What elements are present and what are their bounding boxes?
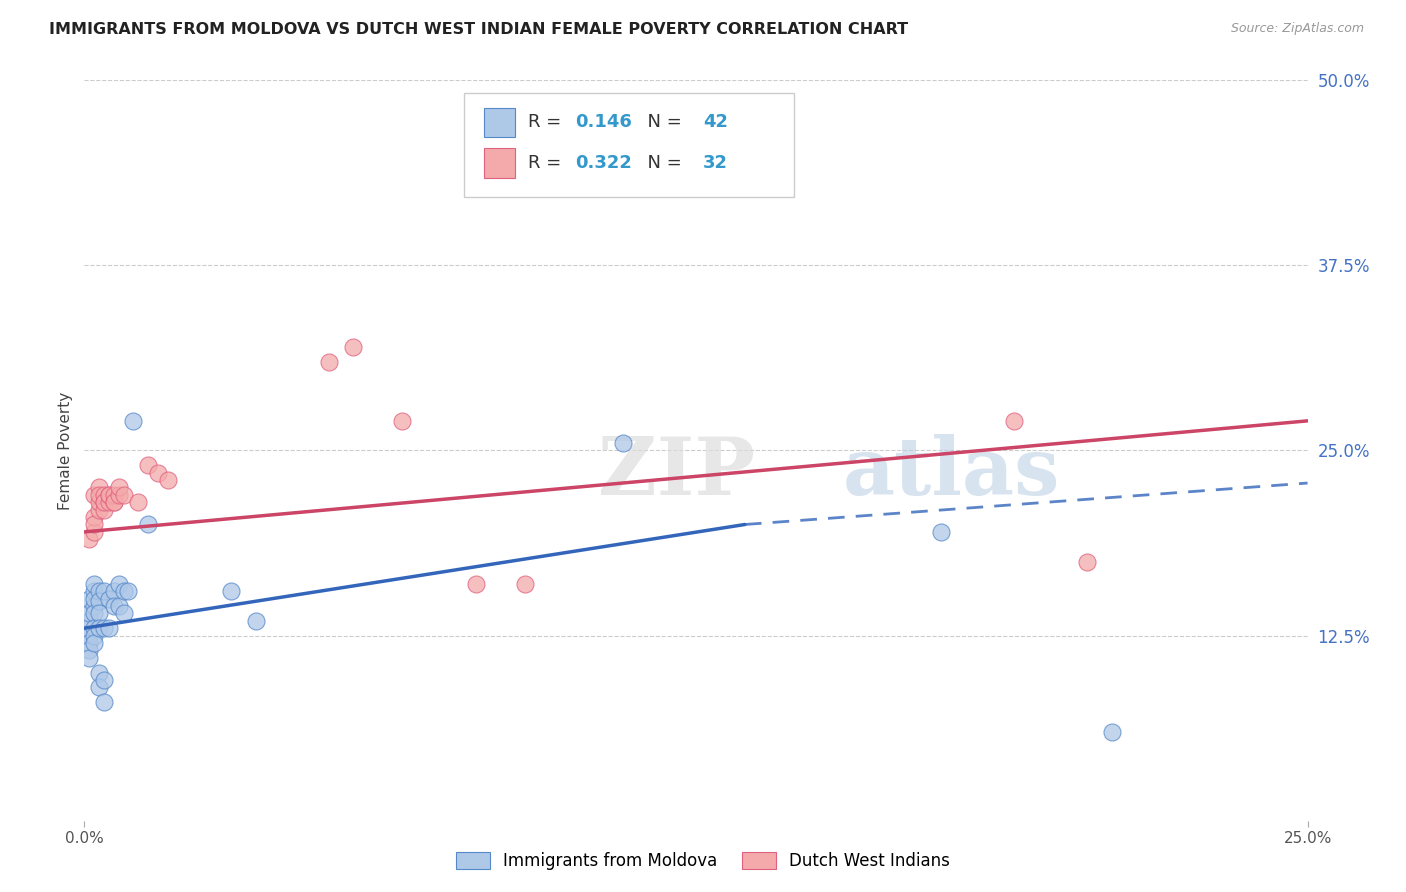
Point bbox=[83, 517, 105, 532]
Point bbox=[103, 584, 125, 599]
Point bbox=[93, 488, 115, 502]
Point bbox=[97, 488, 120, 502]
Text: 0.322: 0.322 bbox=[575, 154, 631, 172]
Text: IMMIGRANTS FROM MOLDOVA VS DUTCH WEST INDIAN FEMALE POVERTY CORRELATION CHART: IMMIGRANTS FROM MOLDOVA VS DUTCH WEST IN… bbox=[49, 22, 908, 37]
Point bbox=[93, 621, 115, 635]
Point bbox=[87, 480, 110, 494]
Point bbox=[103, 599, 125, 613]
Point bbox=[342, 340, 364, 354]
Point bbox=[77, 650, 100, 665]
Point bbox=[83, 488, 105, 502]
Point bbox=[112, 488, 135, 502]
Point bbox=[97, 621, 120, 635]
Text: Source: ZipAtlas.com: Source: ZipAtlas.com bbox=[1230, 22, 1364, 36]
Point bbox=[136, 517, 159, 532]
Point bbox=[77, 533, 100, 547]
Point bbox=[929, 524, 952, 539]
Point bbox=[83, 628, 105, 642]
Text: N =: N = bbox=[636, 154, 688, 172]
Point bbox=[107, 488, 129, 502]
Point bbox=[146, 466, 169, 480]
Point bbox=[77, 643, 100, 657]
Point bbox=[83, 584, 105, 599]
Point bbox=[97, 495, 120, 509]
Point bbox=[87, 621, 110, 635]
Point bbox=[83, 510, 105, 524]
Point bbox=[103, 495, 125, 509]
Point bbox=[127, 495, 149, 509]
Point bbox=[513, 576, 536, 591]
Text: atlas: atlas bbox=[842, 434, 1060, 512]
Point bbox=[77, 621, 100, 635]
Point bbox=[77, 614, 100, 628]
Text: ZIP: ZIP bbox=[598, 434, 755, 512]
Point bbox=[612, 436, 634, 450]
Point bbox=[93, 673, 115, 687]
Point bbox=[318, 354, 340, 368]
Point bbox=[122, 414, 145, 428]
Text: 42: 42 bbox=[703, 113, 728, 131]
Point bbox=[103, 495, 125, 509]
Text: R =: R = bbox=[529, 113, 568, 131]
Point bbox=[107, 576, 129, 591]
Point bbox=[83, 576, 105, 591]
Point bbox=[107, 480, 129, 494]
Point bbox=[87, 665, 110, 680]
FancyBboxPatch shape bbox=[464, 93, 794, 196]
Point bbox=[77, 628, 100, 642]
Point bbox=[103, 488, 125, 502]
Point bbox=[97, 488, 120, 502]
FancyBboxPatch shape bbox=[484, 108, 515, 137]
Point bbox=[1076, 555, 1098, 569]
Point bbox=[87, 607, 110, 621]
Text: 32: 32 bbox=[703, 154, 728, 172]
Point bbox=[87, 681, 110, 695]
Point bbox=[1101, 724, 1123, 739]
Point bbox=[77, 607, 100, 621]
Text: N =: N = bbox=[636, 113, 688, 131]
Point bbox=[93, 495, 115, 509]
Point bbox=[77, 591, 100, 606]
FancyBboxPatch shape bbox=[484, 148, 515, 178]
Text: R =: R = bbox=[529, 154, 568, 172]
Point bbox=[87, 584, 110, 599]
Point bbox=[245, 614, 267, 628]
Point bbox=[87, 594, 110, 608]
Point bbox=[391, 414, 413, 428]
Point bbox=[93, 502, 115, 516]
Point bbox=[93, 584, 115, 599]
Point bbox=[87, 488, 110, 502]
Point bbox=[83, 524, 105, 539]
Y-axis label: Female Poverty: Female Poverty bbox=[58, 392, 73, 509]
Point bbox=[83, 621, 105, 635]
Point bbox=[464, 576, 486, 591]
Point bbox=[107, 599, 129, 613]
Legend: Immigrants from Moldova, Dutch West Indians: Immigrants from Moldova, Dutch West Indi… bbox=[450, 845, 956, 877]
Point bbox=[97, 591, 120, 606]
Point bbox=[87, 502, 110, 516]
Point bbox=[219, 584, 242, 599]
Text: 0.146: 0.146 bbox=[575, 113, 631, 131]
Point bbox=[87, 495, 110, 509]
Point bbox=[83, 636, 105, 650]
Point bbox=[1002, 414, 1025, 428]
Point bbox=[77, 636, 100, 650]
Point bbox=[112, 607, 135, 621]
Point bbox=[112, 584, 135, 599]
Point bbox=[93, 495, 115, 509]
Point bbox=[117, 584, 139, 599]
Point bbox=[83, 607, 105, 621]
Point bbox=[83, 591, 105, 606]
Point bbox=[93, 695, 115, 709]
Point bbox=[156, 473, 179, 487]
Point bbox=[83, 599, 105, 613]
Point bbox=[136, 458, 159, 473]
